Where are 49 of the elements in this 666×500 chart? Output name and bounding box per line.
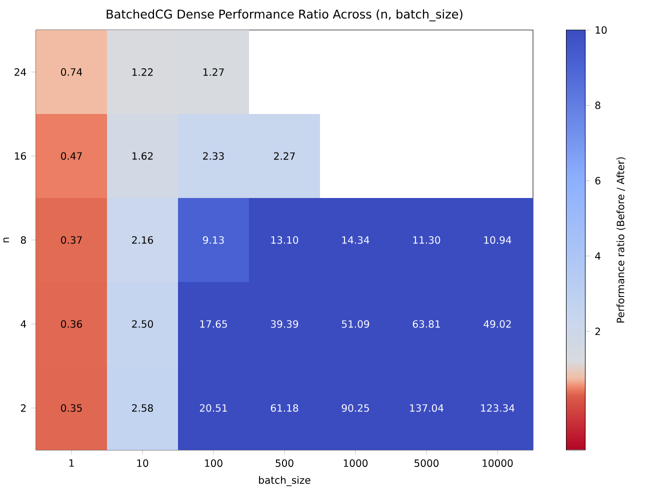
x-tick-label: 5000 [414, 459, 439, 467]
chart-title: BatchedCG Dense Performance Ratio Across (n, batch_size) [106, 9, 462, 22]
color-bar-label: 4 [595, 252, 600, 260]
data-label: 17.65 [200, 320, 227, 328]
data-label: 0.47 [61, 152, 82, 160]
data-label: 0.35 [61, 404, 82, 412]
color-bar-label: 2 [595, 328, 600, 336]
data-label: 1.22 [132, 68, 153, 76]
data-label: 61.18 [270, 404, 298, 412]
data-label: 1.27 [203, 68, 224, 76]
y-tick-label: 8 [20, 236, 26, 244]
y-tick-label: 24 [14, 68, 26, 76]
data-label: 1.62 [132, 152, 153, 160]
data-label: 63.81 [412, 320, 440, 328]
y-axis-title: n [3, 238, 9, 242]
x-tick-label: 1 [69, 459, 74, 467]
color-bar-label: 10 [596, 26, 607, 34]
color-bar-label: 6 [595, 176, 600, 184]
data-label: 11.30 [413, 236, 440, 244]
x-tick-label: 500 [276, 459, 294, 467]
data-label: 49.02 [484, 320, 511, 328]
data-label: 2.16 [132, 236, 153, 244]
data-label: 0.37 [61, 236, 82, 244]
x-tick-label: 100 [205, 459, 222, 467]
data-label: 10.94 [484, 236, 512, 244]
data-label: 39.39 [270, 320, 298, 328]
data-label: 90.25 [342, 404, 369, 412]
data-label: 13.10 [271, 236, 298, 244]
y-tick-label: 4 [20, 320, 26, 328]
x-axis-title: batch_size [259, 476, 310, 486]
y-tick-label: 16 [15, 152, 26, 160]
x-tick-label: 1000 [344, 459, 368, 467]
x-tick-label: 10 [137, 459, 148, 467]
data-label: 2.27 [274, 152, 295, 160]
data-label: 20.51 [200, 404, 227, 412]
color-bar-title: Performance ratio (Before / After) [616, 157, 626, 323]
data-label: 137.04 [410, 404, 444, 412]
data-label: 0.74 [61, 68, 82, 76]
data-label: 0.36 [61, 320, 82, 328]
data-label: 2.50 [132, 320, 153, 328]
data-label: 9.13 [202, 236, 224, 244]
data-label: 14.34 [342, 236, 370, 244]
data-label: 2.33 [203, 152, 224, 160]
color-bar-label: 8 [595, 102, 600, 110]
data-label: 51.09 [342, 320, 370, 328]
x-tick-label: 10000 [482, 459, 513, 467]
data-label: 123.34 [481, 404, 514, 412]
y-tick-label: 2 [20, 404, 26, 412]
data-label: 2.58 [132, 404, 153, 412]
